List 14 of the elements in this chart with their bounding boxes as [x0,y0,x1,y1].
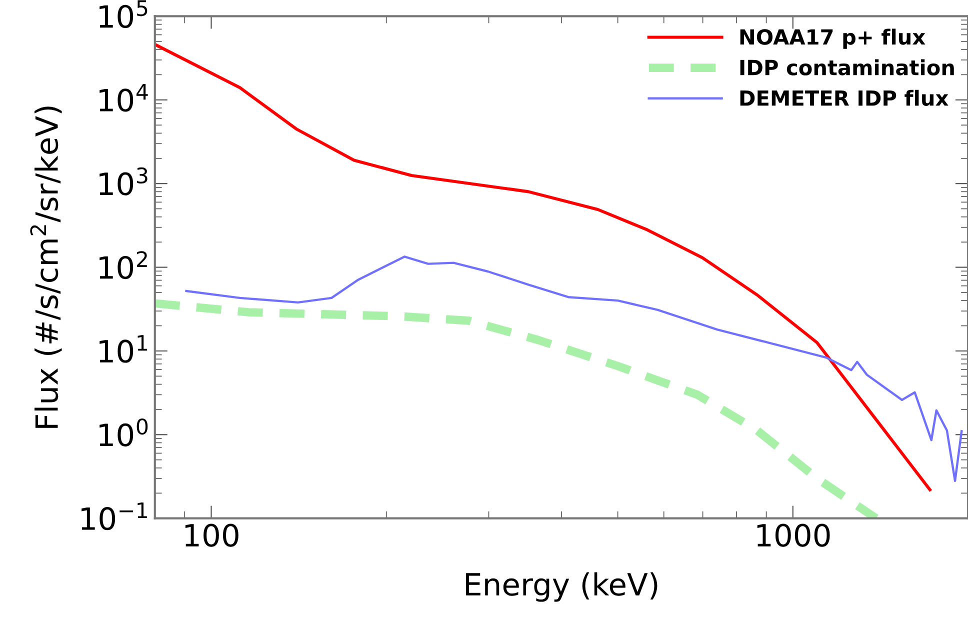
legend-label: DEMETER IDP flux [740,90,948,106]
x-tick-label: 100 [185,524,238,547]
y-tick-label: 10$^{1}$ [100,335,148,363]
y-tick-label: 10$^{4}$ [100,84,148,112]
x-tick-label: 1000 [757,524,830,547]
y-tick-label: 10$^{5}$ [100,0,148,28]
legend-label: IDP contamination [740,59,954,76]
y-tick-label: 10$^{0}$ [100,418,148,446]
y-tick-label: 10$^{3}$ [100,167,148,196]
y-tick-label: 10$^{2}$ [100,251,147,280]
x-axis-title: Energy (keV) [466,572,658,602]
legend-label: NOAA17 p+ flux [740,28,926,49]
y-tick-label: 10$^{−1}$ [82,502,147,530]
y-axis-title: Flux (#/s/cm$^{2}$/sr/keV) [30,106,62,428]
